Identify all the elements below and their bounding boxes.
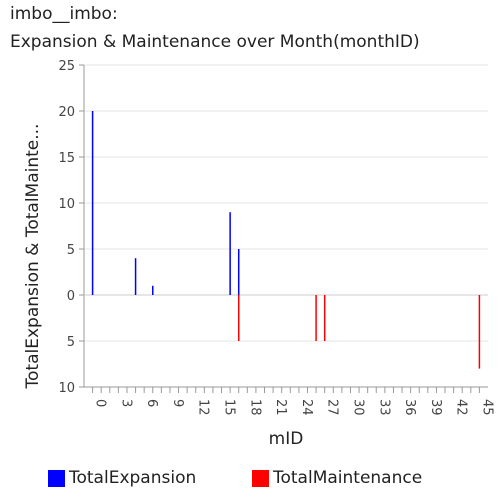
x-tick-label: 36 (402, 399, 417, 416)
x-tick-label: 12 (196, 399, 211, 416)
legend-label-maintenance: TotalMaintenance (273, 468, 422, 488)
legend-swatch-expansion (48, 470, 65, 487)
bar-total-expansion (238, 249, 240, 295)
bar-total-expansion (92, 111, 94, 295)
x-tick-label: 30 (350, 399, 365, 416)
bar-total-expansion (229, 212, 231, 295)
x-tick-label: 24 (299, 399, 314, 416)
x-tick-label: 21 (273, 399, 288, 416)
bar-total-maintenance (479, 295, 481, 369)
y-tick-label: 10 (58, 381, 75, 396)
legend-swatch-maintenance (252, 470, 269, 487)
bar-total-expansion (152, 286, 154, 295)
x-tick-label: 42 (454, 399, 469, 416)
x-tick-label: 3 (118, 399, 133, 407)
y-axis-title: TotalExpansion & TotalMainte... (23, 124, 43, 390)
axis-layer (79, 65, 488, 393)
bar-total-expansion (135, 258, 137, 295)
x-tick-label: 39 (428, 399, 443, 416)
y-tick-label: 10 (58, 197, 75, 212)
legend-item-maintenance[interactable]: TotalMaintenance (252, 466, 422, 490)
bar-total-maintenance (324, 295, 326, 341)
x-tick-label: 45 (479, 399, 494, 416)
y-tick-label: 20 (58, 105, 75, 120)
y-tick-label: 5 (67, 243, 75, 258)
grid-layer (84, 65, 488, 387)
bar-layer (92, 111, 480, 369)
y-tick-label: 0 (67, 289, 75, 304)
x-tick-label: 15 (222, 399, 237, 416)
x-tick-label: 0 (93, 399, 108, 407)
legend: TotalExpansion TotalMaintenance (0, 466, 500, 490)
y-tick-label: 5 (67, 335, 75, 350)
x-tick-label: 27 (325, 399, 340, 416)
y-tick-label: 25 (58, 59, 75, 74)
x-tick-label: 33 (376, 399, 391, 416)
x-tick-label: 6 (144, 399, 159, 407)
bar-total-maintenance (238, 295, 240, 341)
legend-label-expansion: TotalExpansion (69, 468, 196, 488)
x-tick-label: 18 (247, 399, 262, 416)
x-tick-label: 9 (170, 399, 185, 407)
legend-item-expansion[interactable]: TotalExpansion (48, 466, 196, 490)
bar-total-maintenance (315, 295, 317, 341)
y-tick-label: 15 (58, 151, 75, 166)
x-axis-title: mID (269, 429, 304, 449)
